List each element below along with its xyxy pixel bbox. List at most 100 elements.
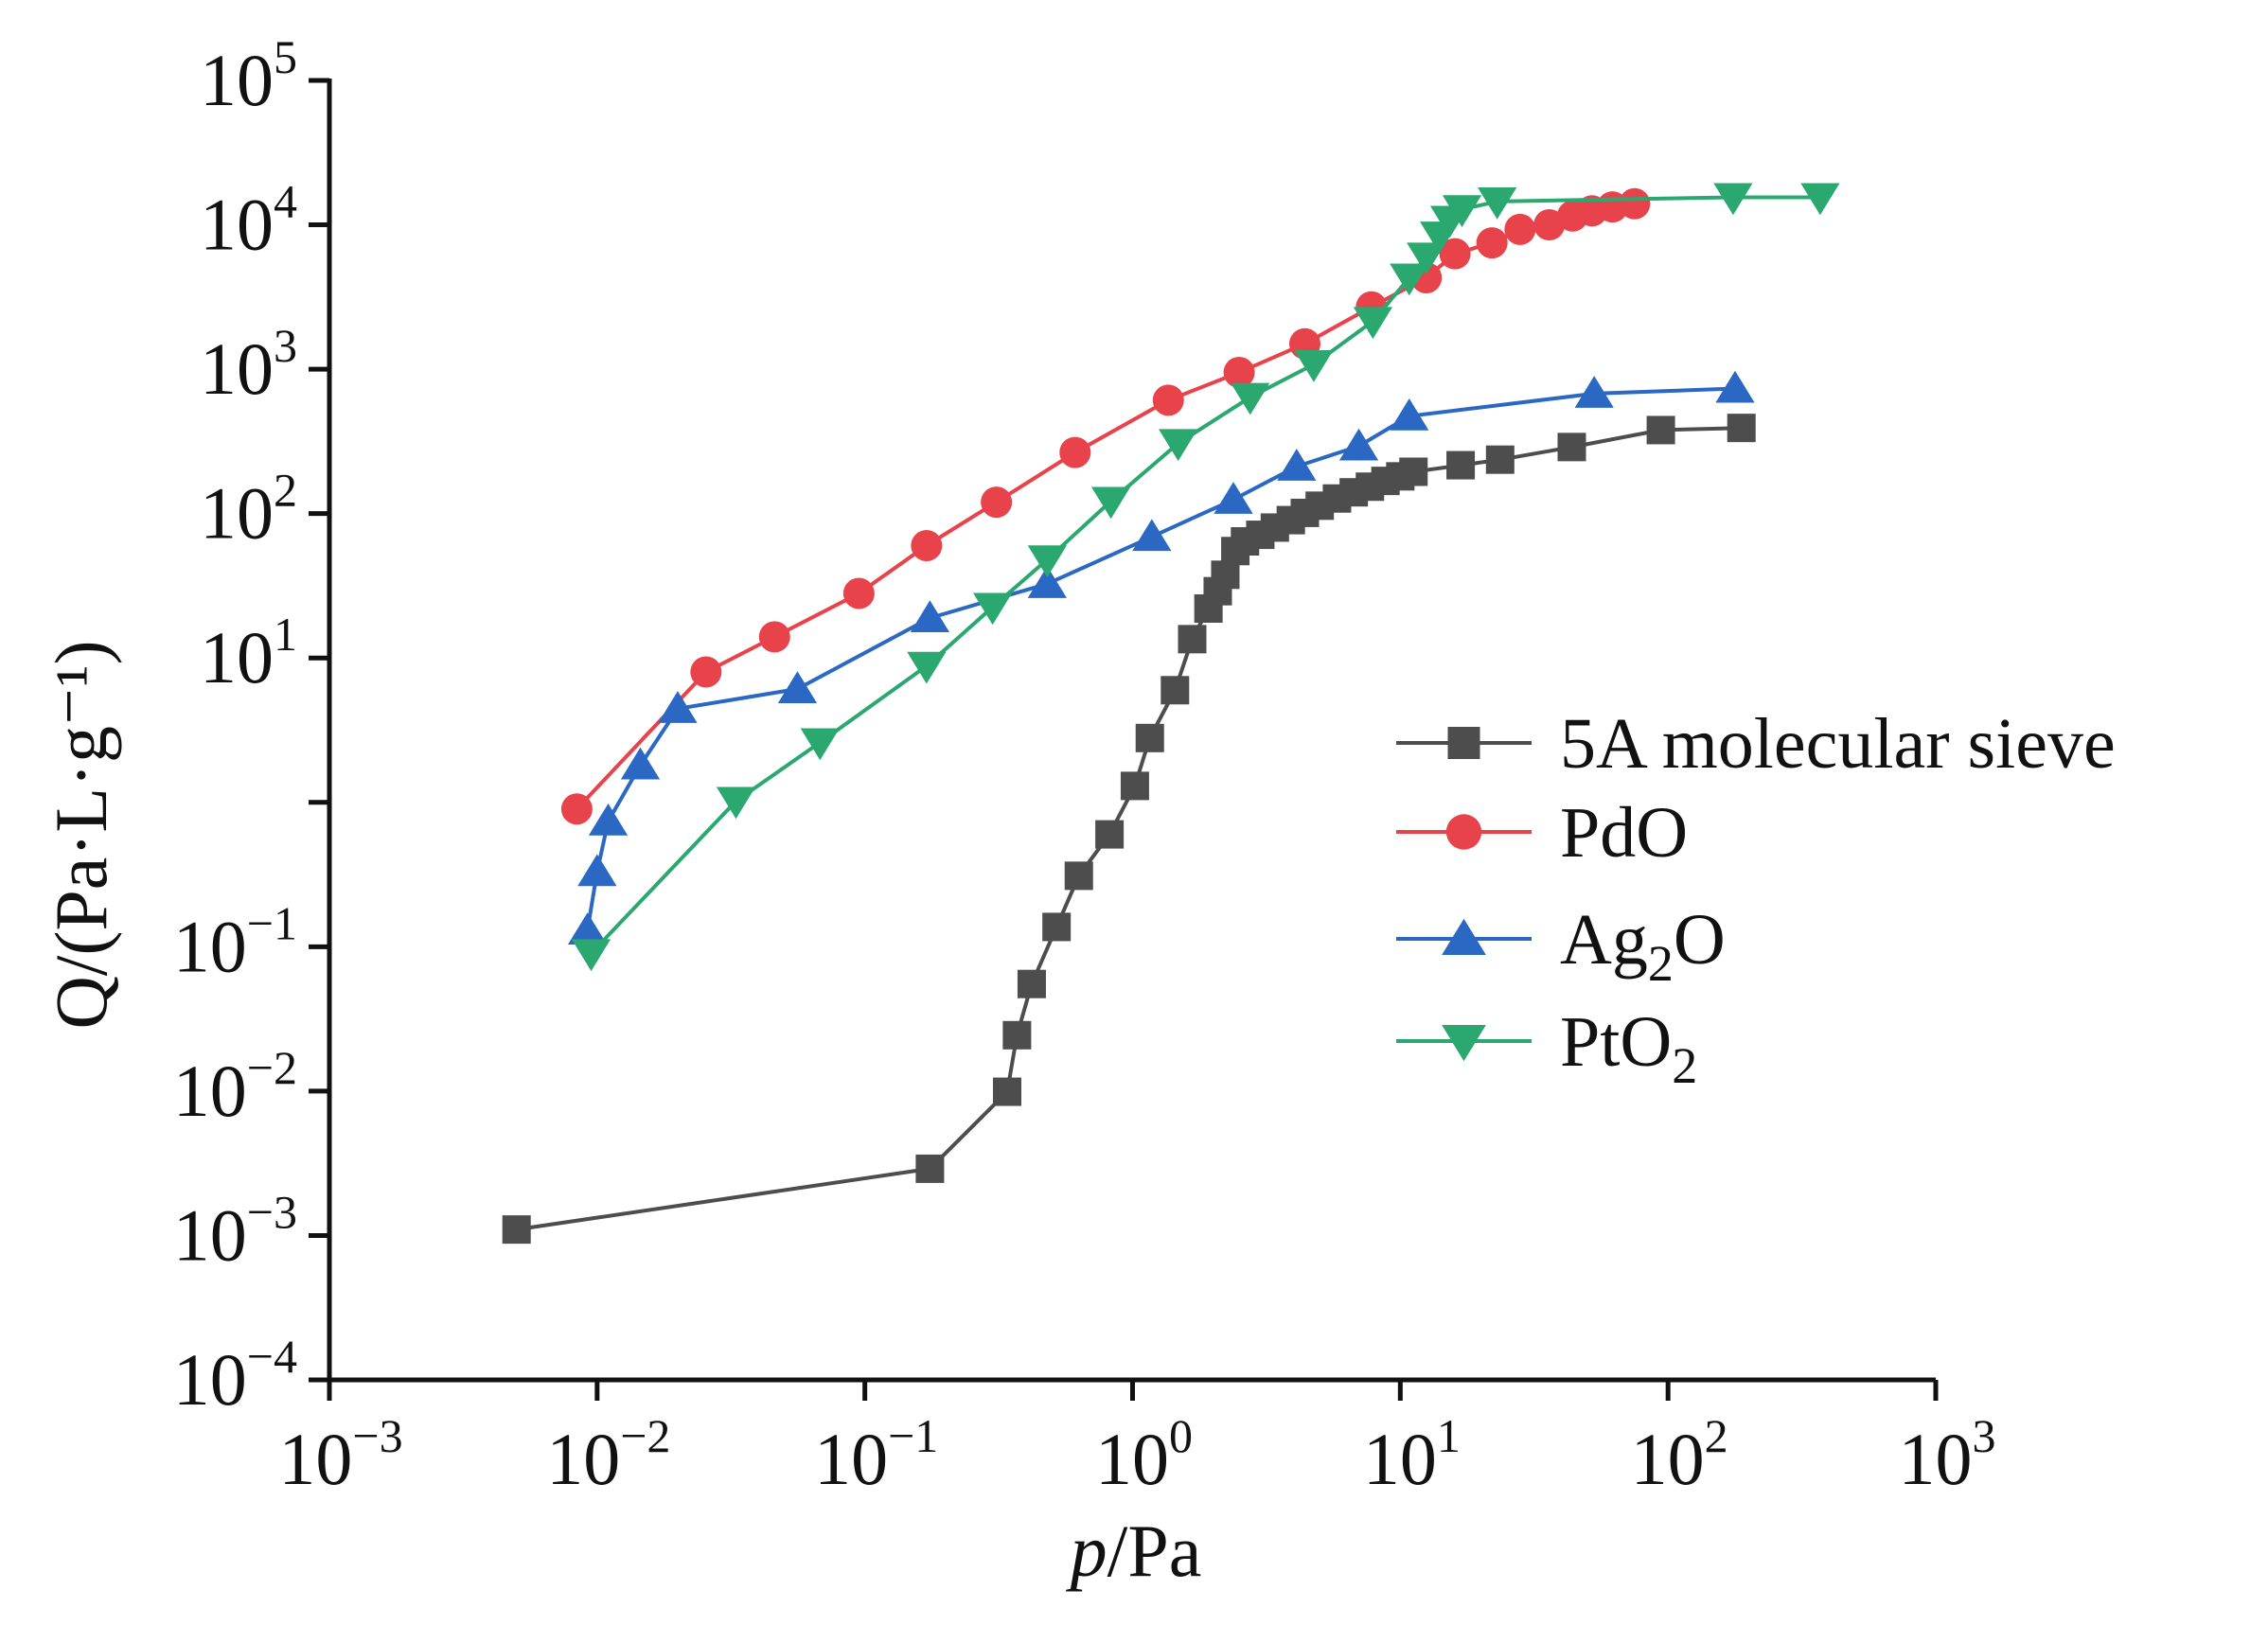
data-point [620,747,661,780]
data-point [1442,195,1482,227]
data-point [658,691,698,723]
series-0 [502,414,1756,1245]
data-point [981,486,1013,519]
data-point [1713,183,1753,216]
data-point [1059,436,1091,468]
y-tick-label: 10−2 [173,1041,297,1132]
data-point [800,728,840,761]
data-point [560,793,593,825]
axes [309,78,1939,1401]
legend-marker [1445,814,1482,850]
legend-item-3: PtO2 [1396,1002,1697,1094]
data-point [915,1154,945,1183]
series-layer [502,183,1840,1245]
data-point [588,803,629,836]
data-point [1407,242,1446,275]
data-point [690,656,722,688]
data-point [842,577,875,609]
y-tick-label: 103 [200,319,297,410]
data-point [1064,861,1093,891]
x-axis-title-rest: /Pa [1107,1510,1202,1592]
data-point [1446,450,1476,480]
y-tick-label: 10−4 [173,1330,297,1421]
data-point [1277,449,1317,481]
data-point [1399,457,1428,486]
data-point [1002,1020,1032,1050]
data-point [1017,969,1046,998]
data-point [1557,433,1586,462]
x-tick-label: 103 [1899,1409,1996,1500]
legend: 5A molecular sieve PdO Ag2O PtO2 [1396,704,2116,1094]
data-point [1095,820,1125,849]
data-point [567,912,608,945]
data-point [577,854,617,887]
data-point [1042,912,1072,942]
data-point [911,530,943,562]
data-point [1504,213,1536,245]
x-axis-title: p/Pa [1066,1510,1202,1592]
legend-label: 5A molecular sieve [1560,704,2116,784]
series-3 [571,183,1840,972]
x-tick-label: 10−2 [546,1409,670,1500]
data-point [1120,771,1149,801]
data-point [1211,560,1240,590]
data-point [1223,357,1255,389]
data-point [1715,370,1755,403]
y-tick-label: 104 [200,175,297,266]
legend-item-2: Ag2O [1396,900,1726,992]
data-point [1353,307,1393,340]
data-point [1214,482,1253,514]
data-point [1485,445,1515,474]
data-point [1090,486,1131,520]
data-point [758,621,790,653]
data-point [1476,227,1508,259]
y-tick-label: 10−3 [173,1185,297,1276]
y-tick-label: 102 [200,464,297,555]
data-point [502,1215,531,1245]
data-point [1390,397,1429,431]
data-point [972,592,1013,626]
data-point [1439,238,1471,270]
series-2 [567,370,1755,945]
x-axis-title-italic: p [1066,1510,1107,1592]
data-point [571,939,611,972]
y-tick-label: 10−1 [173,896,297,987]
legend-marker [1442,1025,1486,1062]
x-tick-label: 10−3 [278,1409,402,1500]
data-point [1390,263,1429,296]
x-tick-label: 100 [1095,1409,1193,1500]
data-point [1478,186,1517,220]
data-point [1231,382,1270,415]
data-point [1161,676,1190,705]
data-point [1646,415,1675,445]
x-tick-label: 10−1 [814,1409,938,1500]
data-point [1027,545,1067,578]
x-tick-label: 102 [1631,1409,1728,1500]
data-point [1574,376,1614,408]
data-point [1294,350,1334,382]
data-point [1338,428,1379,461]
data-point [716,786,756,820]
legend-item-1: PdO [1396,793,1688,873]
data-point [1152,384,1184,416]
data-point [777,671,818,703]
x-tick-label: 101 [1363,1409,1461,1500]
data-point [1159,429,1198,462]
legend-label: PtO2 [1560,1002,1697,1094]
data-point [1135,723,1164,752]
legend-label: PdO [1560,793,1688,873]
legend-label: Ag2O [1560,900,1726,992]
legend-marker [1442,918,1486,955]
y-axis-title: Q/(Pa·L·g⁻¹) [40,640,122,1029]
data-point [1132,519,1172,552]
data-point [907,651,947,684]
legend-marker [1447,727,1480,759]
legend-item-0: 5A molecular sieve [1396,704,2116,784]
data-point [992,1077,1021,1106]
y-tick-label: 105 [200,30,297,121]
data-point [1619,187,1651,220]
y-tick-label: 101 [200,608,297,698]
data-point [1727,414,1756,443]
data-point [1800,183,1840,216]
